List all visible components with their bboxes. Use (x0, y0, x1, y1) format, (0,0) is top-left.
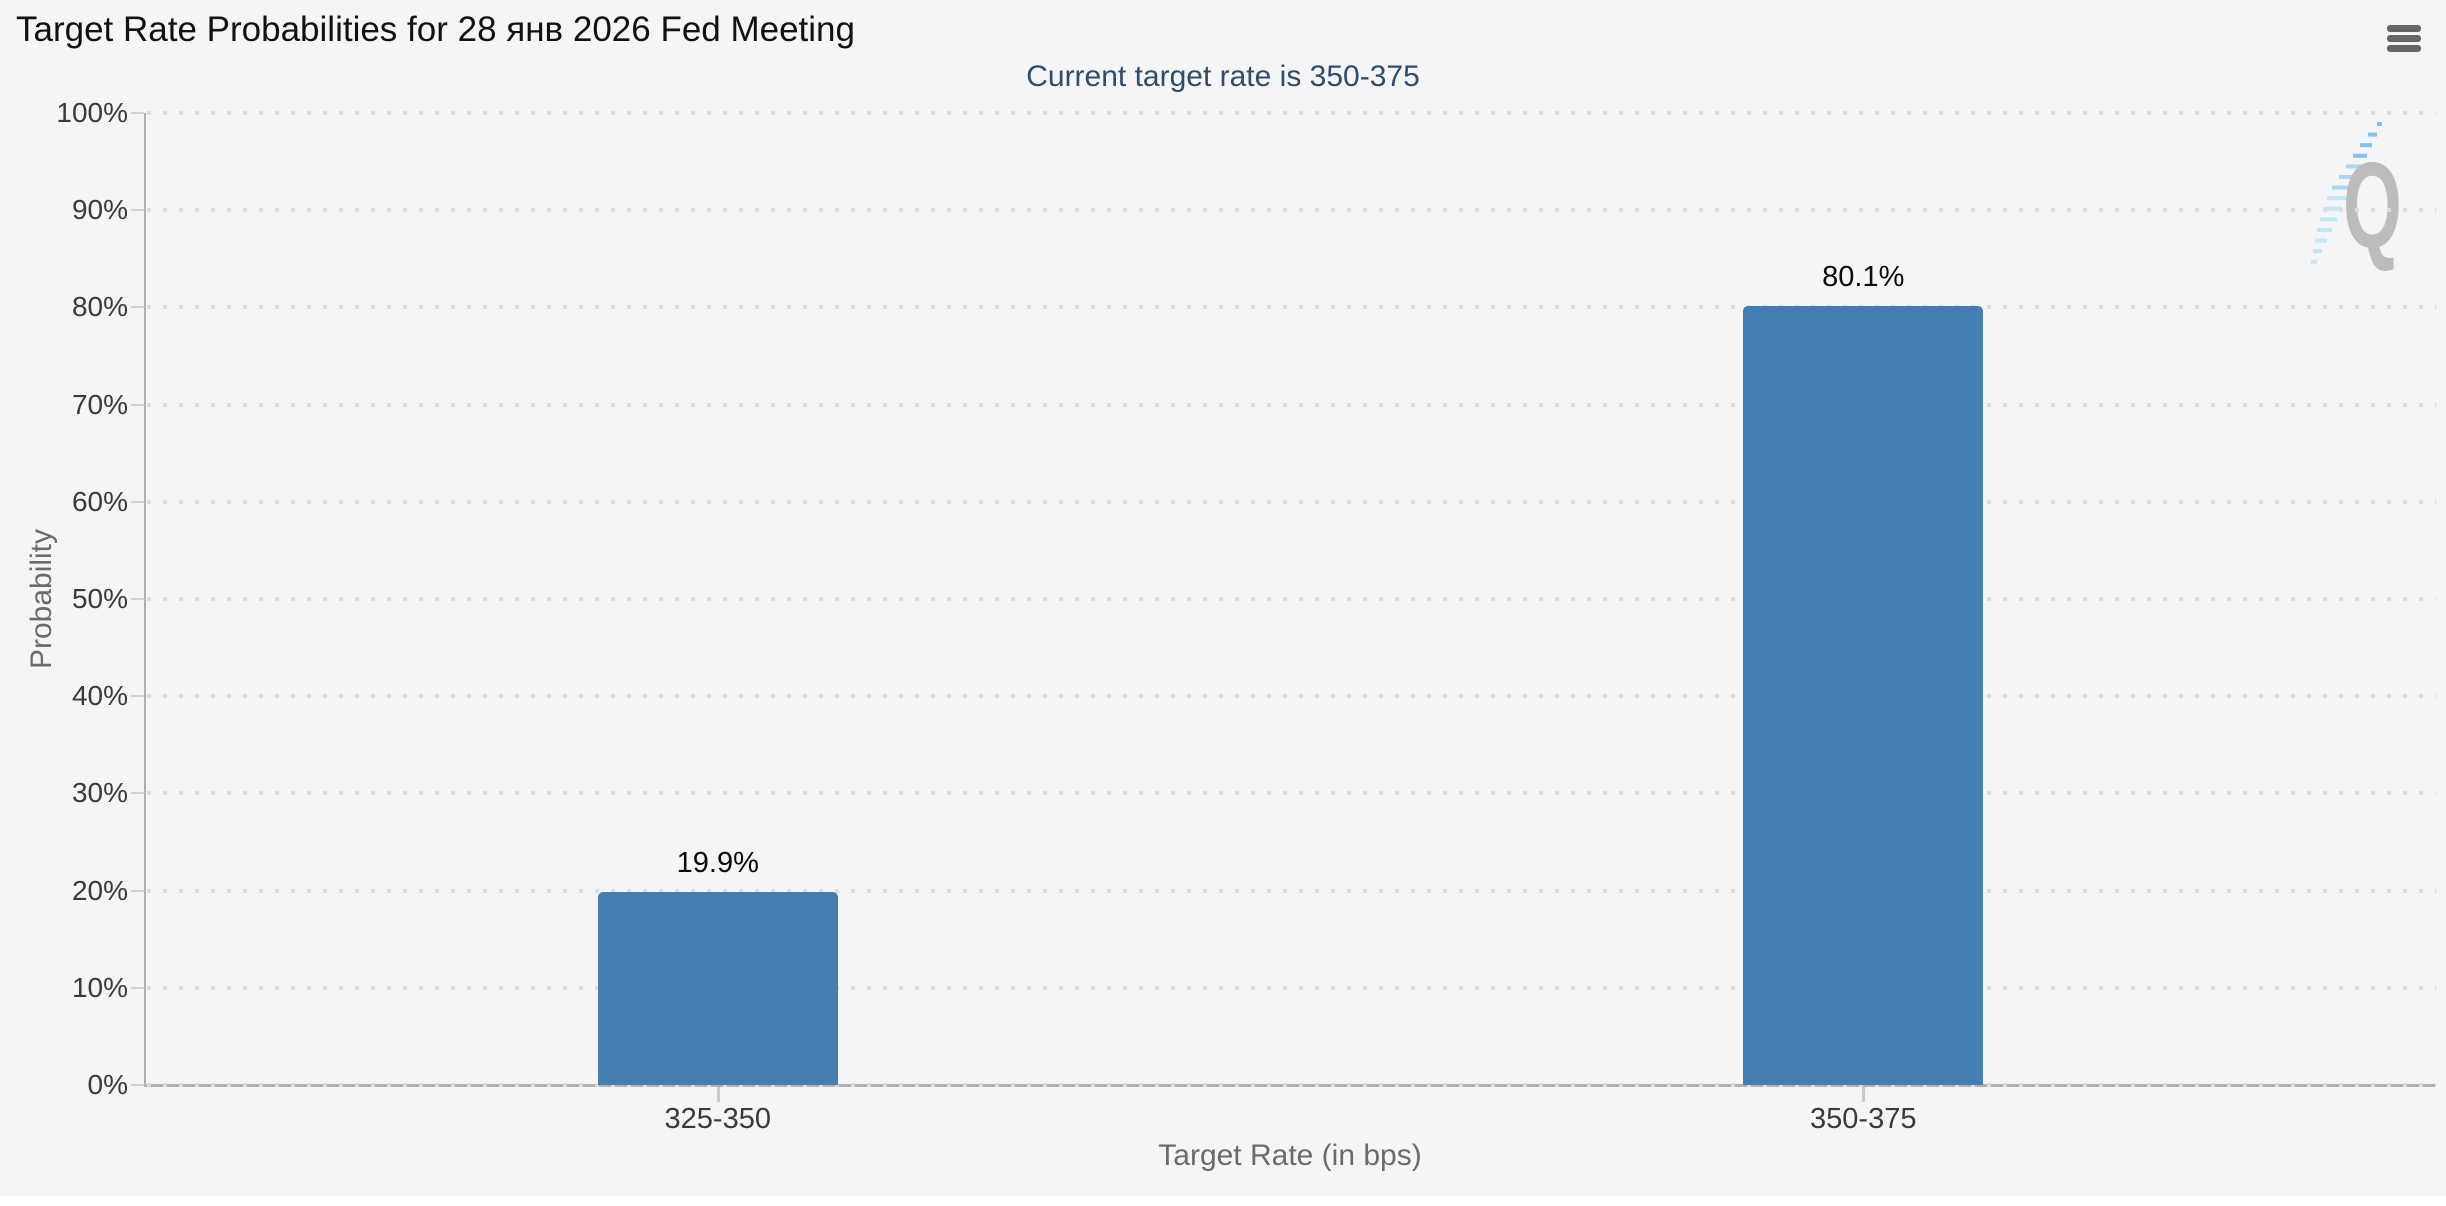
y-axis-tick-label: 0% (87, 1069, 128, 1100)
x-axis-tick-label: 325-350 (664, 1103, 771, 1135)
y-axis-tick (131, 986, 144, 989)
watermark-letter: Q (2343, 136, 2402, 273)
chart-subtitle: Current target rate is 350-375 (1026, 60, 1420, 93)
y-axis-tick-label: 60% (71, 485, 128, 517)
y-axis-tick-label: 80% (71, 291, 128, 323)
probability-bar[interactable] (597, 891, 838, 1085)
y-axis-tick (131, 500, 144, 503)
y-axis-tick-label: 30% (71, 777, 128, 809)
x-axis-tick (716, 1087, 720, 1102)
y-axis-tick-label: 90% (71, 194, 128, 226)
chart-context-menu-button[interactable] (2387, 25, 2421, 52)
x-axis-tick-label: 350-375 (1810, 1103, 1917, 1135)
probability-bar[interactable] (1743, 306, 1984, 1085)
y-axis-tick (131, 403, 144, 406)
y-gridline (147, 985, 2436, 990)
y-axis-tick-label: 100% (56, 97, 128, 128)
y-gridline (147, 208, 2436, 213)
y-gridline (147, 1083, 2436, 1087)
y-gridline (147, 305, 2436, 310)
x-axis-tick (1862, 1087, 1866, 1102)
chart-title: Target Rate Probabilities for 28 янв 202… (16, 10, 855, 49)
bar-value-label: 80.1% (1822, 261, 1905, 294)
quikstrike-logo-watermark: Q (2311, 122, 2402, 273)
y-gridline (147, 888, 2436, 893)
y-gridline (147, 499, 2436, 504)
bar-value-label: 19.9% (676, 846, 759, 879)
hamburger-menu-icon (2387, 45, 2421, 52)
y-axis-tick (131, 792, 144, 795)
y-axis-tick-label: 20% (71, 874, 128, 906)
y-gridline (147, 111, 2436, 115)
hamburger-menu-icon (2387, 25, 2421, 32)
y-axis-tick (131, 889, 144, 892)
x-axis-title: Target Rate (in bps) (1158, 1139, 1422, 1172)
y-axis-tick (131, 306, 144, 309)
y-axis-tick-label: 50% (71, 583, 128, 614)
y-axis-tick (131, 598, 144, 600)
y-axis-tick (131, 209, 144, 212)
y-gridline (147, 694, 2436, 699)
y-gridline (147, 402, 2436, 407)
y-axis-tick-label: 10% (71, 971, 128, 1003)
y-axis-tick (131, 695, 144, 698)
y-axis-tick-label: 40% (71, 680, 128, 712)
y-axis-tick-label: 70% (71, 388, 128, 420)
hamburger-menu-icon (2387, 35, 2421, 42)
y-gridline (147, 791, 2436, 796)
y-axis-tick (131, 112, 144, 114)
y-axis-tick (131, 1084, 144, 1086)
y-axis-title: Probability (25, 528, 58, 670)
y-axis-line (144, 113, 146, 1087)
y-gridline (147, 597, 2436, 601)
